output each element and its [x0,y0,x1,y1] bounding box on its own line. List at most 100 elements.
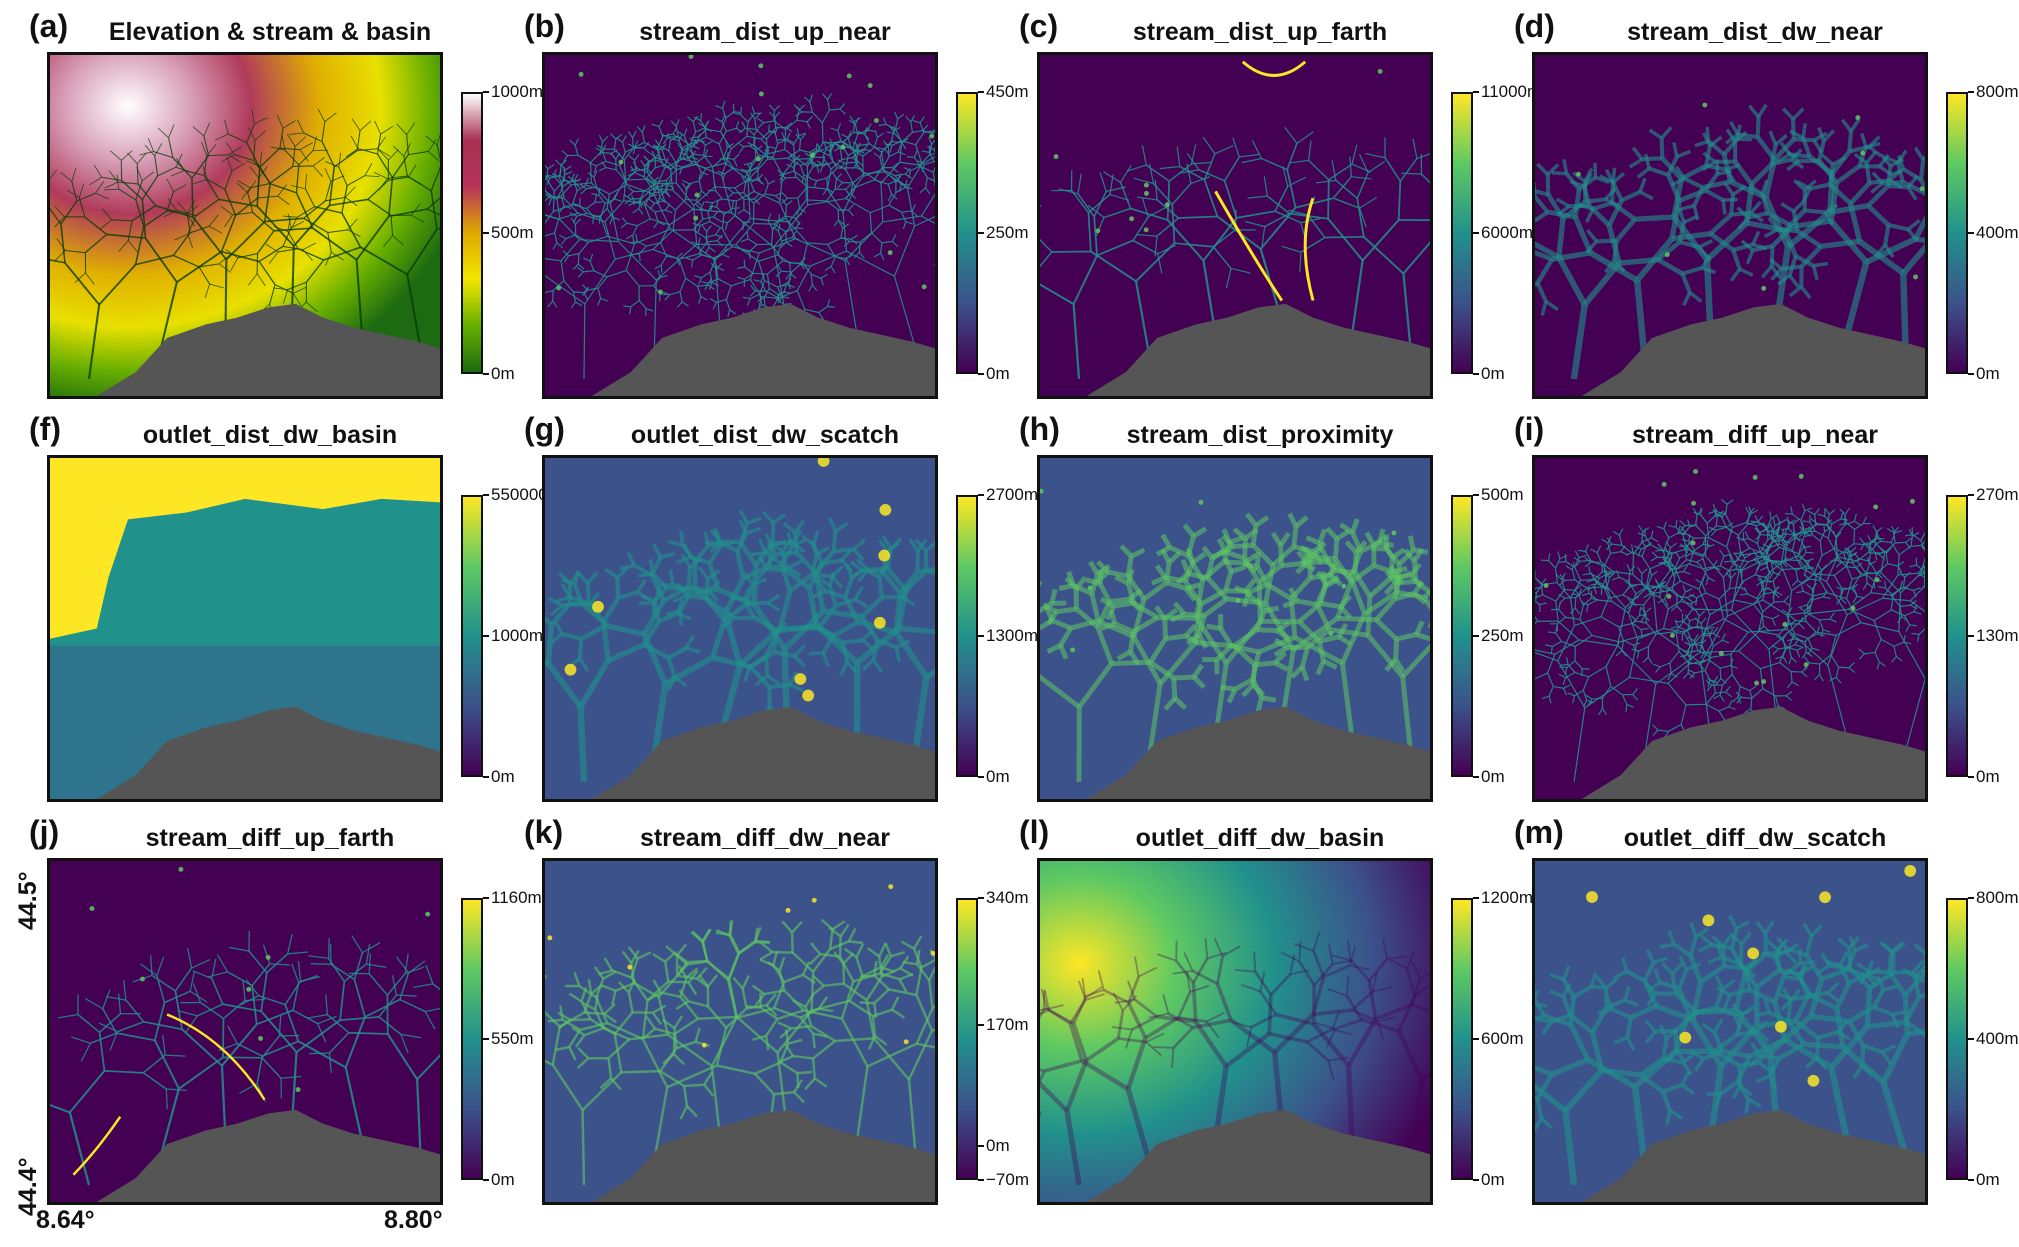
panel-title: stream_diff_up_farth [145,824,395,852]
colorbar-tick-label: 500m [491,223,534,242]
panel-label: (c) [1019,8,1059,44]
colorbar-tick-label: 0m [1976,364,2000,383]
colorbar-tick-mark [1473,1179,1479,1181]
map-raster [1037,858,1433,1205]
colorbar-tick-mark [1968,91,1974,93]
colorbar-tick-mark [1968,635,1974,637]
panel-title: outlet_dist_dw_basin [142,421,398,449]
colorbar-tick-mark [978,1023,984,1026]
colorbar-tick-mark [1968,232,1974,234]
colorbar [1451,495,1473,777]
colorbar-tick-label: 1160m [491,888,542,907]
colorbar-tick-label: 0m [1481,1170,1505,1189]
colorbar-tick-mark [1968,494,1974,496]
colorbar [461,898,483,1180]
colorbar-tick-mark [1473,91,1479,93]
colorbar-tick-mark [1473,232,1479,234]
colorbar-tick-mark [1968,897,1974,899]
panel-label: (l) [1019,814,1050,850]
colorbar-tick-label: 0m [1976,1170,2000,1189]
panel-label: (k) [524,814,564,850]
colorbar-tick-label: 0m [491,1170,515,1189]
colorbar-tick-mark [978,1179,984,1181]
colorbar-tick-label: 1200m [1481,888,1533,907]
colorbar-tick-mark [978,91,984,93]
colorbar-tick-mark [978,232,984,234]
colorbar-tick-label: 6000m [1481,223,1533,242]
map-raster [1037,52,1433,399]
colorbar [1451,898,1473,1180]
colorbar-tick-mark [483,1179,489,1181]
colorbar-tick-mark [978,373,984,375]
colorbar [1451,92,1473,374]
map-raster [1532,455,1928,802]
colorbar [956,495,978,777]
panel-label: (f) [29,411,61,447]
panel-label: (a) [29,8,69,44]
colorbar-tick-label: 0m [491,364,515,383]
colorbar-tick-label: 0m [1481,364,1505,383]
panel-title: Elevation & stream & basin [108,18,432,46]
colorbar-tick-label: 800m [1976,888,2019,907]
map-raster [1037,455,1433,802]
colorbar-tick-mark [978,897,984,899]
panel-title: outlet_dist_dw_scatch [630,421,900,449]
panel-label: (m) [1514,814,1564,850]
colorbar [461,92,483,374]
colorbar-tick-mark [1968,1038,1974,1040]
colorbar [1946,92,1968,374]
panel-title: stream_diff_up_near [1632,421,1878,449]
colorbar [1946,898,1968,1180]
colorbar-tick-label: 250m [986,223,1029,242]
panel-label: (h) [1019,411,1060,447]
map-raster [1532,52,1928,399]
colorbar-tick-label: 0m [1481,767,1505,786]
colorbar-tick-label: 0m [1976,767,2000,786]
colorbar-tick-label: 0m [986,767,1010,786]
map-raster [542,52,938,399]
colorbar-tick-mark [483,635,489,637]
longitude-right-label: 8.80° [384,1206,443,1234]
colorbar-tick-label: 1000m [491,626,543,645]
map-raster [542,455,938,802]
colorbar-tick-label: 1300m [986,626,1038,645]
colorbar-tick-label: 11000m [1481,82,1542,101]
colorbar-tick-mark [1968,776,1974,778]
colorbar-tick-label: 170m [986,1014,1029,1034]
colorbar-tick-label: 270m [1976,485,2019,504]
colorbar-tick-mark [1968,1179,1974,1181]
panel-title: stream_diff_dw_near [639,824,891,852]
latitude-top-label: 44.5° [14,871,42,930]
colorbar [1946,495,1968,777]
colorbar-tick-mark [978,776,984,778]
colorbar-tick-label: 2700m [986,485,1038,504]
map-raster [1532,858,1928,1205]
colorbar-tick-label: 0m [491,767,515,786]
colorbar-tick-label: 250m [1481,626,1524,645]
map-raster [47,858,443,1205]
panel-label: (d) [1514,8,1555,44]
map-raster [47,52,443,399]
panel-title: stream_dist_up_near [639,18,891,46]
colorbar-tick-label: 450m [986,82,1029,101]
colorbar-tick-mark [483,373,489,375]
colorbar-tick-label: 400m [1976,1029,2019,1048]
map-raster [47,455,443,802]
colorbar-tick-label: 0m [986,1136,1010,1156]
colorbar-tick-label: 500m [1481,485,1524,504]
colorbar [956,898,978,1180]
colorbar-tick-mark [483,91,489,93]
colorbar-tick-label: 550m [491,1029,534,1048]
panel-title: stream_dist_dw_near [1627,18,1883,46]
colorbar-tick-label: 0m [986,364,1010,383]
panel-label: (i) [1514,411,1545,447]
colorbar-tick-mark [978,494,984,496]
panel-label: (g) [524,411,565,447]
panel-label: (j) [29,814,60,850]
colorbar-tick-mark [1473,373,1479,375]
colorbar-tick-mark [978,635,984,637]
colorbar-tick-mark [483,494,489,496]
colorbar-tick-label: −70m [986,1170,1029,1189]
colorbar-tick-mark [483,776,489,778]
panel-title: outlet_diff_dw_scatch [1623,824,1887,852]
